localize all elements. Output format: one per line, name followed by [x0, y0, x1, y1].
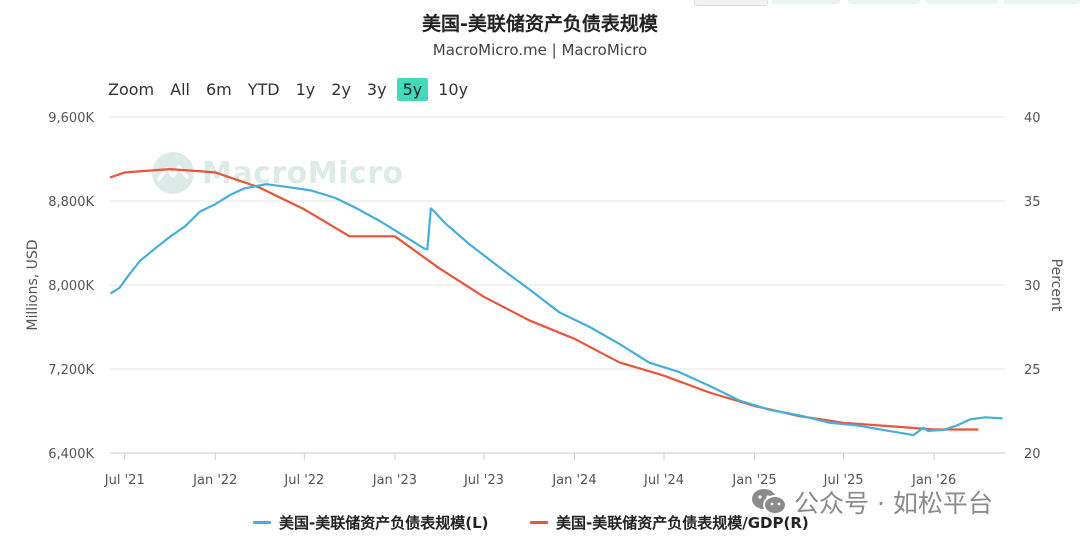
y-axis-left-label: Millions, USD — [25, 239, 41, 330]
y-right-tick-label: 20 — [1024, 447, 1041, 462]
legend-label: 美国-美联储资产负债表规模/GDP(R) — [556, 514, 809, 532]
x-tick-label: Jan '22 — [192, 473, 237, 488]
zoom-1y-button[interactable]: 1y — [295, 79, 316, 99]
y-left-tick-label: 6,400K — [48, 447, 94, 462]
zoom-2y-button[interactable]: 2y — [331, 79, 351, 99]
chart-legend: 美国-美联储资产负债表规模(L) 美国-美联储资产负债表规模/GDP(R) — [0, 512, 1080, 534]
toolbar-button[interactable] — [926, 0, 998, 4]
x-tick-label: Jan '23 — [372, 473, 417, 488]
y-right-tick-label: 30 — [1024, 279, 1041, 294]
legend-swatch — [530, 521, 548, 524]
x-tick-label: Jul '23 — [463, 473, 504, 488]
y-left-tick-label: 7,200K — [48, 363, 94, 378]
toolbar-button[interactable] — [694, 0, 768, 6]
y-axis-right: 20 25 30 35 40 — [1024, 111, 1041, 462]
x-tick-label: Jan '26 — [911, 473, 956, 488]
y-right-tick-label: 35 — [1024, 195, 1041, 210]
legend-item-right-series[interactable]: 美国-美联储资产负债表规模/GDP(R) — [530, 512, 809, 533]
series-lines — [109, 168, 1003, 437]
x-tick-label: Jul '21 — [104, 473, 145, 488]
legend-swatch — [253, 521, 271, 524]
y-right-tick-label: 25 — [1024, 363, 1041, 378]
zoom-10y-button[interactable]: 10y — [438, 79, 469, 99]
wechat-watermark-text: 公众号 · 如松平台 — [794, 489, 993, 518]
zoom-5y-button[interactable]: 5y — [396, 77, 429, 101]
zoom-label: Zoom — [108, 79, 155, 99]
macromicro-watermark: MacroMicro — [150, 150, 404, 196]
y-left-tick-label: 8,800K — [48, 195, 94, 210]
wechat-watermark: 公众号 · 如松平台 — [750, 484, 993, 520]
zoom-6m-button[interactable]: 6m — [205, 79, 232, 99]
legend-label: 美国-美联储资产负债表规模(L) — [279, 514, 489, 532]
y-right-tick-label: 40 — [1024, 111, 1041, 126]
y-left-tick-label: 9,600K — [48, 111, 94, 126]
x-tick-label: Jul '22 — [283, 473, 324, 488]
x-tick-label: Jan '25 — [731, 473, 776, 488]
y-axis-left: 6,400K 7,200K 8,000K 8,800K 9,600K — [48, 111, 94, 462]
zoom-3y-button[interactable]: 3y — [366, 79, 387, 99]
x-axis: Jul '21 Jan '22 Jul '22 Jan '23 Jul '23 Jan '… — [104, 453, 956, 488]
watermark-text: MacroMicro — [202, 155, 404, 191]
legend-item-left-series[interactable]: 美国-美联储资产负债表规模(L) — [253, 512, 489, 533]
zoom-ytd-button[interactable]: YTD — [247, 79, 280, 99]
y-axis-right-label: Percent — [1048, 259, 1064, 312]
zoom-range-selector: Zoom All 6m YTD 1y 2y 3y 5y 10y — [108, 76, 478, 102]
series-line-balance-sheet — [109, 183, 1003, 437]
chart-title: 美国-美联储资产负债表规模 — [422, 13, 658, 35]
toolbar-button[interactable] — [1004, 0, 1080, 4]
wechat-icon — [752, 489, 787, 515]
y-left-tick-label: 8,000K — [48, 279, 94, 294]
zoom-all-button[interactable]: All — [170, 79, 190, 99]
x-tick-label: Jul '24 — [643, 473, 684, 488]
toolbar-button[interactable] — [848, 0, 920, 4]
series-line-balance-sheet-to-gdp — [109, 168, 979, 431]
toolbar-button[interactable] — [772, 0, 840, 4]
chart-subtitle: MacroMicro.me | MacroMicro — [432, 41, 648, 59]
x-tick-label: Jan '24 — [551, 473, 596, 488]
x-tick-label: Jul '25 — [823, 473, 864, 488]
gridlines — [110, 116, 1005, 454]
